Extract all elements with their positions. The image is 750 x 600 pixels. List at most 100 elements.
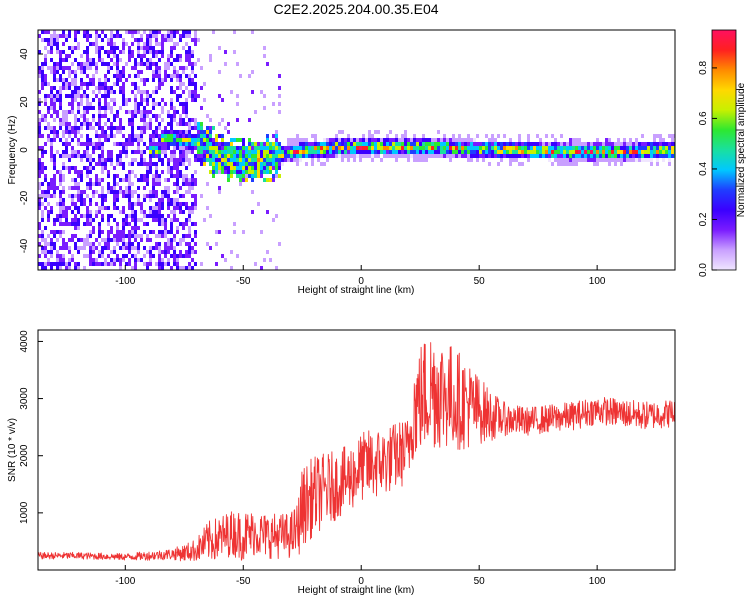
heatmap-cell	[659, 146, 662, 150]
heatmap-cell	[44, 94, 47, 98]
heatmap-cell	[431, 154, 434, 158]
heatmap-cell	[341, 146, 344, 150]
heatmap-cell	[167, 158, 170, 162]
heatmap-cell	[134, 202, 137, 206]
heatmap-cell	[116, 58, 119, 62]
heatmap-cell	[356, 150, 359, 154]
heatmap-cell	[269, 150, 272, 154]
heatmap-cell	[185, 146, 188, 150]
heatmap-cell	[104, 130, 107, 134]
heatmap-cell	[134, 238, 137, 242]
heatmap-cell	[467, 142, 470, 146]
heatmap-cell	[536, 150, 539, 154]
heatmap-cell	[125, 62, 128, 66]
heatmap-cell	[83, 66, 86, 70]
heatmap-cell	[425, 142, 428, 146]
heatmap-cell	[167, 190, 170, 194]
heatmap-cell	[173, 114, 176, 118]
heatmap-cell	[203, 130, 206, 134]
heatmap-cell	[173, 134, 176, 138]
heatmap-cell	[74, 58, 77, 62]
heatmap-cell	[185, 218, 188, 222]
heatmap-cell	[566, 154, 569, 158]
heatmap-cell	[140, 238, 143, 242]
heatmap-cell	[68, 262, 71, 266]
heatmap-cell	[116, 110, 119, 114]
heatmap-cell	[209, 158, 212, 162]
heatmap-cell	[452, 146, 455, 150]
heatmap-cell	[53, 62, 56, 66]
heatmap-cell	[449, 150, 452, 154]
heatmap-cell	[500, 154, 503, 158]
heatmap-cell	[221, 158, 224, 162]
heatmap-cell	[182, 146, 185, 150]
heatmap-cell	[155, 170, 158, 174]
heatmap-cell	[527, 150, 530, 154]
heatmap-cell	[152, 62, 155, 66]
heatmap-cell	[62, 154, 65, 158]
heatmap-cell	[206, 146, 209, 150]
heatmap-cell	[416, 154, 419, 158]
heatmap-cell	[47, 134, 50, 138]
heatmap-cell	[395, 134, 398, 138]
heatmap-cell	[149, 142, 152, 146]
heatmap-cell	[50, 86, 53, 90]
heatmap-cell	[113, 126, 116, 130]
heatmap-cell	[575, 146, 578, 150]
heatmap-cell	[170, 134, 173, 138]
heatmap-cell	[188, 30, 191, 34]
heatmap-cell	[539, 154, 542, 158]
heatmap-cell	[278, 102, 281, 106]
heatmap-cell	[68, 238, 71, 242]
heatmap-cell	[101, 158, 104, 162]
heatmap-cell	[542, 154, 545, 158]
heatmap-cell	[434, 150, 437, 154]
heatmap-cell	[116, 114, 119, 118]
heatmap-cell	[38, 242, 41, 246]
heatmap-cell	[89, 126, 92, 130]
heatmap-cell	[89, 222, 92, 226]
heatmap-cell	[83, 150, 86, 154]
heatmap-cell	[347, 154, 350, 158]
heatmap-cell	[290, 158, 293, 162]
heatmap-cell	[605, 150, 608, 154]
heatmap-cell	[140, 70, 143, 74]
heatmap-cell	[509, 162, 512, 166]
heatmap-cell	[131, 210, 134, 214]
heatmap-cell	[95, 178, 98, 182]
heatmap-cell	[143, 254, 146, 258]
heatmap-cell	[176, 110, 179, 114]
heatmap-cell	[68, 222, 71, 226]
heatmap-cell	[131, 30, 134, 34]
heatmap-cell	[656, 134, 659, 138]
heatmap-cell	[50, 90, 53, 94]
heatmap-cell	[353, 142, 356, 146]
heatmap-cell	[248, 138, 251, 142]
heatmap-cell	[245, 146, 248, 150]
heatmap-cell	[257, 158, 260, 162]
heatmap-cell	[95, 210, 98, 214]
heatmap-cell	[371, 138, 374, 142]
heatmap-cell	[122, 42, 125, 46]
heatmap-cell	[137, 218, 140, 222]
heatmap-cell	[368, 154, 371, 158]
heatmap-cell	[59, 34, 62, 38]
heatmap-cell	[98, 158, 101, 162]
heatmap-cell	[473, 142, 476, 146]
heatmap-cell	[665, 150, 668, 154]
heatmap-cell	[476, 134, 479, 138]
heatmap-cell	[128, 250, 131, 254]
heatmap-cell	[164, 262, 167, 266]
heatmap-cell	[83, 30, 86, 34]
heatmap-cell	[599, 146, 602, 150]
heatmap-cell	[395, 142, 398, 146]
heatmap-cell	[197, 134, 200, 138]
heatmap-cell	[143, 262, 146, 266]
heatmap-cell	[218, 166, 221, 170]
heatmap-cell	[476, 158, 479, 162]
heatmap-cell	[524, 154, 527, 158]
heatmap-cell	[77, 206, 80, 210]
heatmap-cell	[158, 42, 161, 46]
heatmap-cell	[323, 146, 326, 150]
heatmap-cell	[161, 198, 164, 202]
